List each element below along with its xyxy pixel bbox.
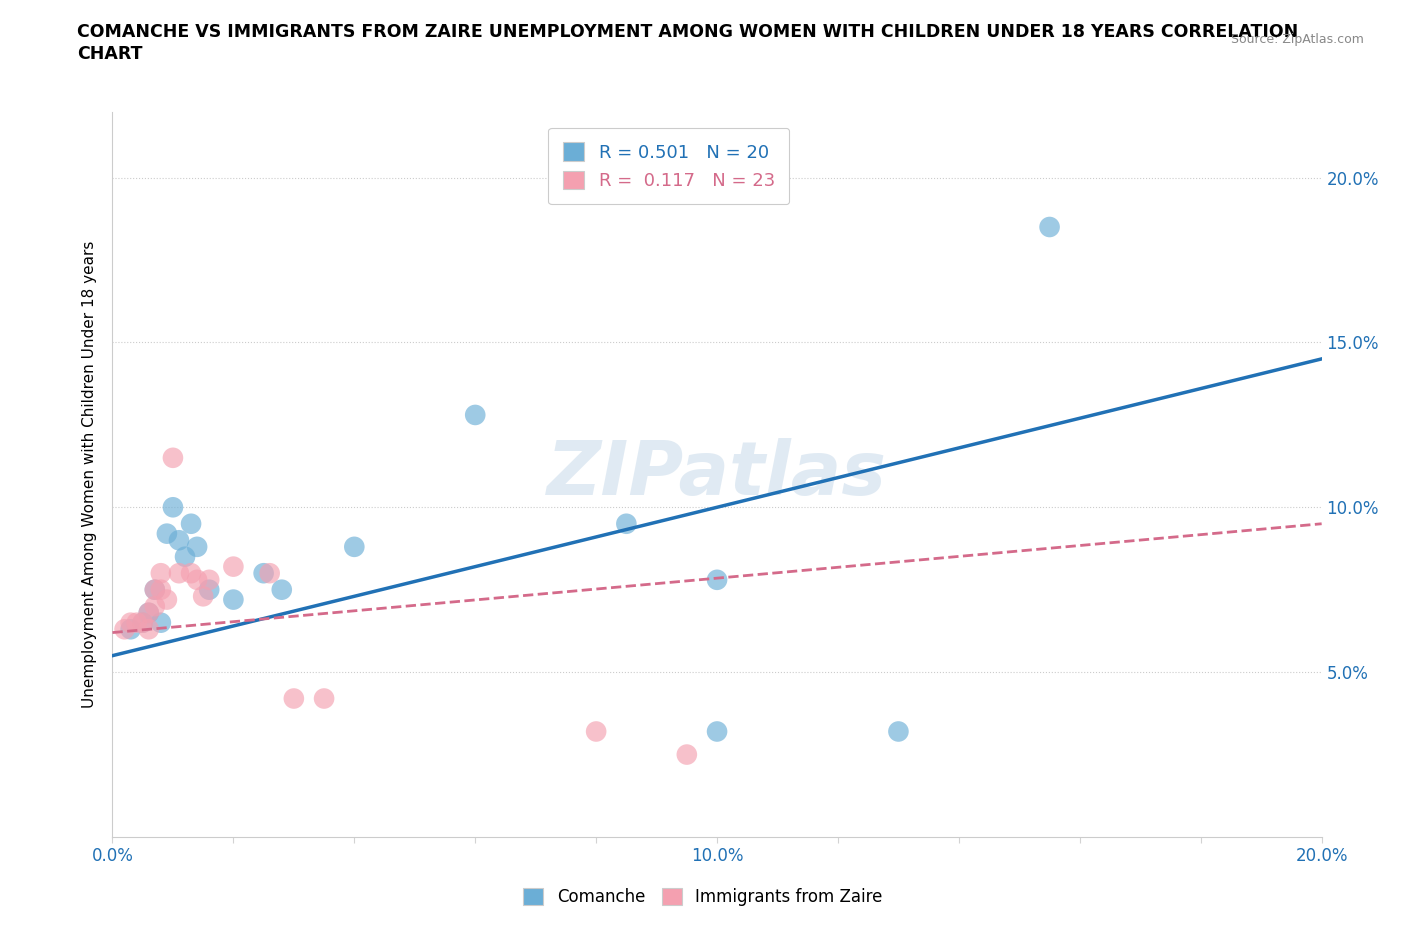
Point xyxy=(174,550,197,565)
Point xyxy=(464,407,486,422)
Point xyxy=(343,539,366,554)
Point xyxy=(222,559,245,574)
Point xyxy=(270,582,292,597)
Point xyxy=(167,565,190,580)
Point xyxy=(156,526,179,541)
Point xyxy=(186,539,208,554)
Point xyxy=(162,450,184,465)
Legend: R = 0.501   N = 20, R =  0.117   N = 23: R = 0.501 N = 20, R = 0.117 N = 23 xyxy=(548,128,789,205)
Point xyxy=(114,622,136,637)
Point xyxy=(167,533,190,548)
Point xyxy=(1038,219,1062,234)
Point xyxy=(138,605,160,620)
Point xyxy=(156,592,179,607)
Point xyxy=(259,565,281,580)
Point xyxy=(198,582,221,597)
Point xyxy=(132,616,155,631)
Point xyxy=(314,691,336,706)
Point xyxy=(138,605,160,620)
Point xyxy=(143,582,166,597)
Point xyxy=(887,724,910,739)
Point xyxy=(616,516,638,531)
Point xyxy=(191,589,214,604)
Point xyxy=(149,582,172,597)
Point xyxy=(675,747,697,762)
Point xyxy=(706,724,728,739)
Point xyxy=(180,516,202,531)
Point xyxy=(138,622,160,637)
Point xyxy=(706,572,728,587)
Point xyxy=(222,592,245,607)
Point xyxy=(283,691,305,706)
Point xyxy=(120,616,142,631)
Point xyxy=(186,572,208,587)
Text: CHART: CHART xyxy=(77,45,143,62)
Point xyxy=(180,565,202,580)
Point xyxy=(198,572,221,587)
Text: ZIPatlas: ZIPatlas xyxy=(547,438,887,511)
Text: Source: ZipAtlas.com: Source: ZipAtlas.com xyxy=(1230,33,1364,46)
Point xyxy=(149,565,172,580)
Y-axis label: Unemployment Among Women with Children Under 18 years: Unemployment Among Women with Children U… xyxy=(82,241,97,708)
Point xyxy=(125,616,148,631)
Point xyxy=(253,565,276,580)
Point xyxy=(149,616,172,631)
Point xyxy=(120,622,142,637)
Point xyxy=(585,724,607,739)
Point xyxy=(143,582,166,597)
Point xyxy=(132,616,155,631)
Legend: Comanche, Immigrants from Zaire: Comanche, Immigrants from Zaire xyxy=(517,881,889,912)
Point xyxy=(143,599,166,614)
Point xyxy=(162,499,184,514)
Text: COMANCHE VS IMMIGRANTS FROM ZAIRE UNEMPLOYMENT AMONG WOMEN WITH CHILDREN UNDER 1: COMANCHE VS IMMIGRANTS FROM ZAIRE UNEMPL… xyxy=(77,23,1299,41)
